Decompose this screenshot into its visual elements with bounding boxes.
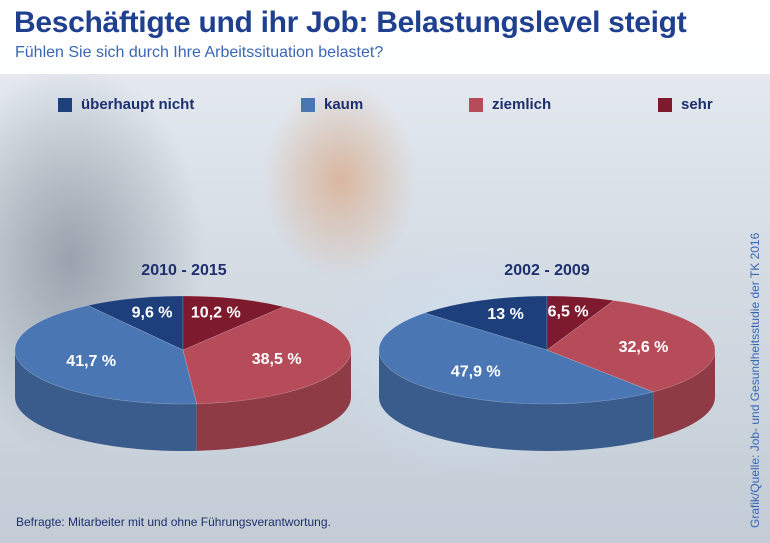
pie-value-label: 6,5 % [548, 303, 589, 320]
pie-slice-side [379, 350, 654, 451]
pie-slice-side [196, 350, 352, 451]
pie-chart: 9,6 % 41,7 % 38,5 % 10,2 % [14, 295, 352, 451]
legend-label: ziemlich [492, 96, 552, 113]
pie-value-label: 10,2 % [191, 305, 241, 322]
pie-slice [14, 305, 198, 405]
legend-item-kaum: kaum [301, 96, 363, 113]
page-subtitle: Fühlen Sie sich durch Ihre Arbeitssituat… [15, 44, 384, 61]
legend-item-sehr: sehr [658, 96, 713, 113]
pie-title-2002-2009: 2002 - 2009 [504, 262, 590, 279]
pie-chart: 13 % 47,9 % 32,6 % 6,5 % [378, 295, 716, 451]
legend-item-ziemlich: ziemlich [469, 96, 551, 113]
legend-swatch [301, 97, 315, 112]
pie-slice [546, 300, 716, 393]
legend-label: sehr [681, 96, 713, 113]
legend-swatch [469, 97, 483, 112]
legend-swatch [58, 97, 72, 112]
pie-value-label: 9,6 % [132, 304, 173, 321]
pie-slice-side [653, 350, 715, 439]
pie-value-label: 47,9 % [451, 363, 501, 380]
pie-slice [378, 312, 655, 405]
pie-slice [182, 306, 352, 405]
legend-label: überhaupt nicht [81, 96, 195, 113]
footnote: Befragte: Mitarbeiter mit und ohne Führu… [16, 515, 331, 529]
legend-label: kaum [324, 96, 364, 113]
pie-slice-side [15, 350, 197, 451]
pie-value-label: 41,7 % [66, 353, 116, 370]
header: Beschäftigte und ihr Job: Belastungsleve… [0, 0, 770, 74]
pie-slice [86, 295, 184, 351]
legend: überhaupt nicht kaum ziemlich sehr [0, 96, 770, 120]
legend-swatch [658, 97, 672, 112]
pie-title-2010-2015: 2010 - 2015 [141, 262, 227, 279]
legend-item-ueberhaupt-nicht: überhaupt nicht [58, 96, 194, 113]
pie-slice [182, 295, 285, 351]
source-credit: Grafik/Quelle: Job- und Gesundheitsstudi… [748, 232, 762, 528]
pie-value-label: 38,5 % [252, 351, 302, 368]
pie-value-label: 32,6 % [619, 339, 669, 356]
pie-value-label: 13 % [487, 306, 523, 323]
page-title: Beschäftigte und ihr Job: Belastungsleve… [14, 6, 687, 39]
pie-slice [423, 295, 548, 351]
pie-slice [546, 295, 615, 351]
